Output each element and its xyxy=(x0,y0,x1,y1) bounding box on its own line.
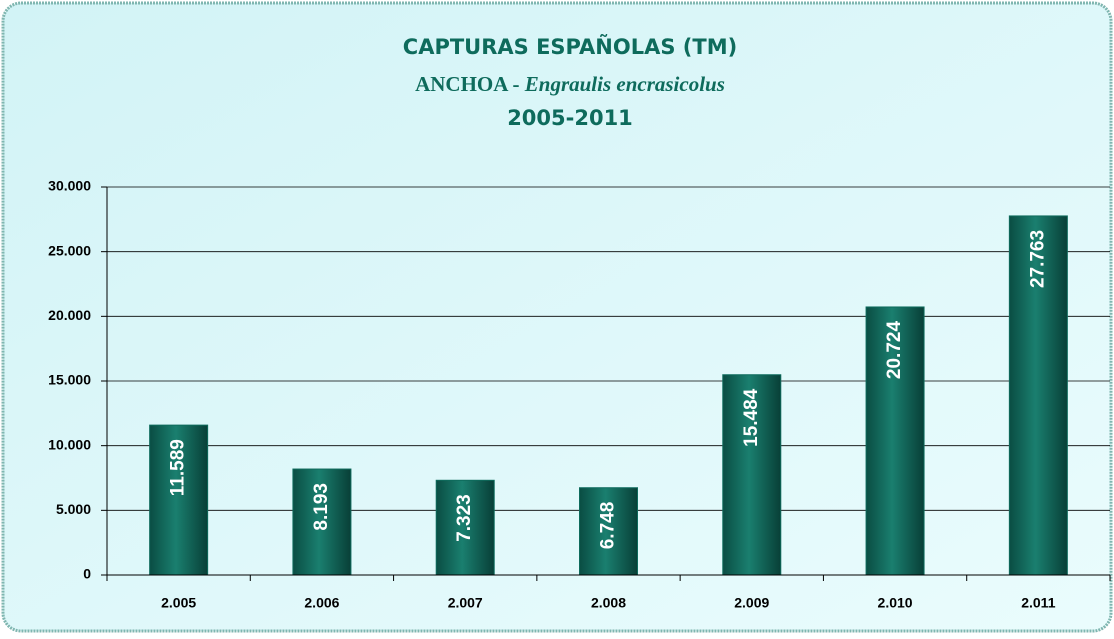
x-tick-label: 2.011 xyxy=(1021,595,1055,611)
x-tick-label: 2.007 xyxy=(448,595,483,611)
bar xyxy=(722,374,782,576)
value-label: 11.589 xyxy=(168,439,189,496)
bar xyxy=(865,306,925,576)
bar xyxy=(435,479,495,576)
value-label: 7.323 xyxy=(454,494,475,542)
x-tick-label: 2.010 xyxy=(878,595,913,611)
y-tick-label: 25.000 xyxy=(48,242,91,258)
subtitle-text: ANCHOA - xyxy=(415,72,519,96)
value-label: 20.724 xyxy=(884,321,905,380)
bar xyxy=(292,468,352,576)
subtitle-species: Engraulis encrasicolus xyxy=(524,72,725,96)
y-tick-label: 5.000 xyxy=(56,501,91,517)
y-tick-label: 10.000 xyxy=(48,436,91,452)
x-tick-label: 2.009 xyxy=(734,595,769,611)
value-label: 27.763 xyxy=(1027,230,1048,288)
chart-title: CAPTURAS ESPAÑOLAS (TM) xyxy=(403,34,737,59)
bar xyxy=(1008,215,1068,576)
value-label: 15.484 xyxy=(741,388,762,447)
y-tick-label: 30.000 xyxy=(48,178,91,194)
x-tick-label: 2.008 xyxy=(591,595,626,611)
y-tick-label: 0 xyxy=(83,566,91,582)
x-tick-label: 2.005 xyxy=(161,595,196,611)
bar xyxy=(149,424,209,576)
value-label: 6.748 xyxy=(598,502,619,550)
subtitle: ANCHOA - Engraulis encrasicolus xyxy=(415,72,725,96)
y-tick-label: 20.000 xyxy=(48,307,91,323)
y-tick-label: 15.000 xyxy=(48,372,91,388)
bar xyxy=(579,487,638,576)
period: 2005-2011 xyxy=(507,106,633,130)
value-label: 8.193 xyxy=(311,483,332,531)
x-tick-label: 2.006 xyxy=(304,595,339,611)
